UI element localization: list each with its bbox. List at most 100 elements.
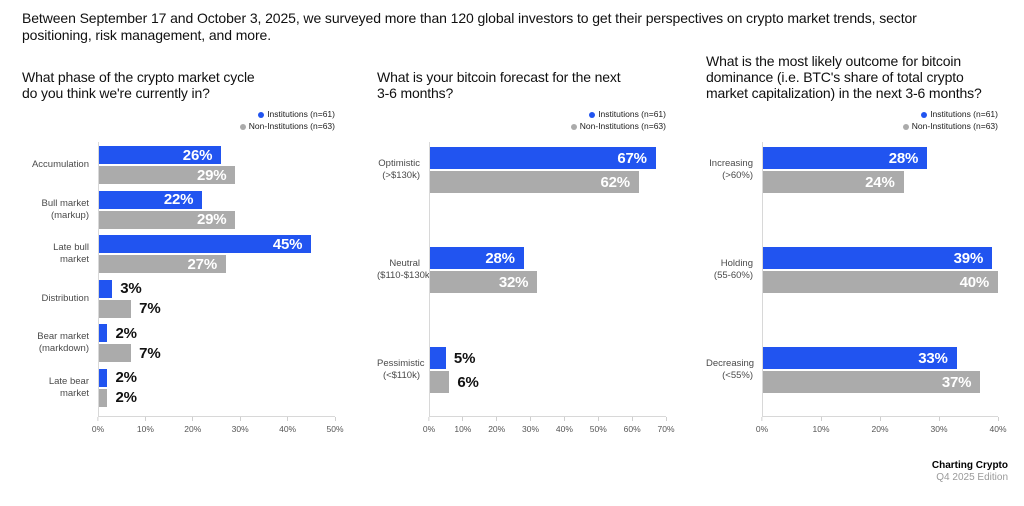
x-tick: 50% [326, 417, 343, 434]
bar-group: Holding (55-60%) 39% 40% [706, 247, 998, 293]
x-tick: 60% [624, 417, 641, 434]
value-label: 7% [139, 300, 161, 318]
value-label: 29% [197, 211, 227, 229]
value-label: 67% [617, 149, 647, 167]
value-label: 29% [197, 166, 227, 184]
bar-non-institutions: 40% [762, 271, 998, 293]
legend-item-institutions: Institutions (n=61) [921, 109, 998, 120]
bar-non-institutions [98, 388, 108, 407]
non-institutions-dot-icon [239, 123, 246, 130]
y-axis-line [762, 142, 763, 417]
chart-title-line: do you think we're currently in? [22, 85, 210, 101]
bars-wrap: 3% 7% [98, 279, 335, 318]
value-label: 2% [115, 324, 137, 342]
category-label-line: Bear market [37, 331, 89, 343]
category-label-line: (>60%) [722, 170, 753, 181]
bar-institutions: 33% [762, 347, 957, 369]
category-label-line: Increasing [709, 158, 753, 169]
y-axis-line [429, 142, 430, 417]
chart-title-line: What is the most likely outcome for bitc… [706, 53, 961, 69]
value-label: 37% [941, 373, 972, 391]
chart-title-line: market capitalization) in the next 3-6 m… [706, 85, 982, 101]
bar-group: Decreasing (<55%) 33% 37% [706, 347, 998, 393]
category-label: Neutral ($110-$130k) [377, 247, 433, 293]
bar-institutions [98, 324, 108, 343]
category-label-line: Decreasing [706, 358, 755, 369]
bar-track: 22% [98, 190, 335, 209]
bar-institutions: 45% [98, 235, 312, 254]
x-tick: 0% [423, 417, 435, 434]
bar-group: Bear market (markdown) 2% 7% [22, 324, 335, 363]
bar-track: 29% [98, 210, 335, 229]
x-tick: 30% [232, 417, 249, 434]
category-label: Bear market (markdown) [22, 324, 98, 362]
value-label: 28% [888, 149, 919, 167]
category-label-line: Neutral [389, 258, 420, 269]
x-axis-line [98, 416, 335, 417]
value-label: 27% [187, 255, 218, 273]
category-label-line: market [59, 387, 89, 399]
bar-non-institutions: 32% [429, 271, 538, 293]
bar-group: Neutral ($110-$130k) 28% 32% [377, 247, 666, 293]
bar-track: 2% [98, 324, 335, 343]
category-label-line: (55-60%) [713, 270, 753, 281]
bar-non-institutions [98, 344, 132, 363]
legend-item-non-institutions: Non-Institutions (n=63) [239, 121, 335, 132]
bar-institutions: 28% [762, 147, 928, 169]
chart-title-line: What is your bitcoin forecast for the ne… [377, 69, 621, 85]
category-label-line: (>$130k) [382, 170, 420, 181]
chart-title-line: 3-6 months? [377, 85, 454, 101]
value-label: 22% [163, 191, 194, 209]
plot-area: Accumulation 26% 29% Bull market (markup) 22%… [22, 142, 335, 417]
institutions-dot-icon [921, 111, 928, 118]
x-tick: 20% [871, 417, 888, 434]
category-label-line: Late bear [48, 375, 89, 387]
bar-institutions: 67% [429, 147, 656, 169]
bar-group: Pessimistic (<$110k) 5% 6% [377, 347, 666, 393]
y-axis-line [98, 142, 99, 417]
bar-institutions: 28% [429, 247, 524, 269]
category-label-line: Holding [720, 258, 753, 269]
chart-panel-3: What is the most likely outcome for bitc… [706, 53, 1007, 437]
bar-institutions [98, 279, 113, 298]
x-tick: 10% [454, 417, 471, 434]
chart-title: What is the most likely outcome for bitc… [706, 53, 998, 101]
bar-track: 7% [98, 299, 335, 318]
survey-intro: Between September 17 and October 3, 2025… [22, 10, 917, 43]
bars-wrap: 26% 29% [98, 146, 335, 184]
bar-group: Late bull market 45% 27% [22, 235, 335, 274]
legend-label: Institutions (n=61) [930, 109, 998, 119]
bar-non-institutions: 24% [762, 171, 904, 193]
x-tick: 20% [488, 417, 505, 434]
category-label-line: (markup) [50, 209, 89, 221]
value-label: 2% [115, 369, 137, 387]
bar-track: 37% [762, 371, 998, 393]
x-tick: 20% [184, 417, 201, 434]
legend: Institutions (n=61) Non-Institutions (n=6… [22, 109, 335, 132]
footer-edition: Q4 2025 Edition [936, 472, 1008, 483]
legend-label: Institutions (n=61) [598, 109, 666, 119]
x-tick: 50% [590, 417, 607, 434]
value-label: 28% [485, 249, 515, 267]
plot-area: Increasing (>60%) 28% 24% Holding (55-60%) 39%… [706, 142, 998, 417]
x-tick: 30% [522, 417, 539, 434]
x-axis: 0% 10% 20% 30% 40% 50% 60% 70% [423, 417, 675, 437]
category-label-line: Accumulation [31, 159, 89, 170]
x-axis: 0% 10% 20% 30% 40% 50% [92, 417, 344, 437]
legend-label: Institutions (n=61) [267, 109, 335, 119]
bar-non-institutions: 37% [762, 371, 981, 393]
x-tick: 70% [657, 417, 674, 434]
legend-label: Non-Institutions (n=63) [911, 121, 998, 131]
chart-title-line: What phase of the crypto market cycle [22, 69, 255, 85]
value-label: 40% [959, 273, 990, 291]
chart-panel-1: What phase of the crypto market cycle do … [22, 53, 344, 437]
category-label-line: Bull market [41, 197, 89, 209]
category-label: Bull market (markup) [22, 191, 98, 229]
bar-track: 2% [98, 388, 335, 407]
x-tick: 40% [989, 417, 1006, 434]
institutions-dot-icon [258, 111, 265, 118]
bar-track: 27% [98, 255, 335, 274]
bar-track: 2% [98, 368, 335, 387]
category-label: Late bear market [22, 369, 98, 407]
